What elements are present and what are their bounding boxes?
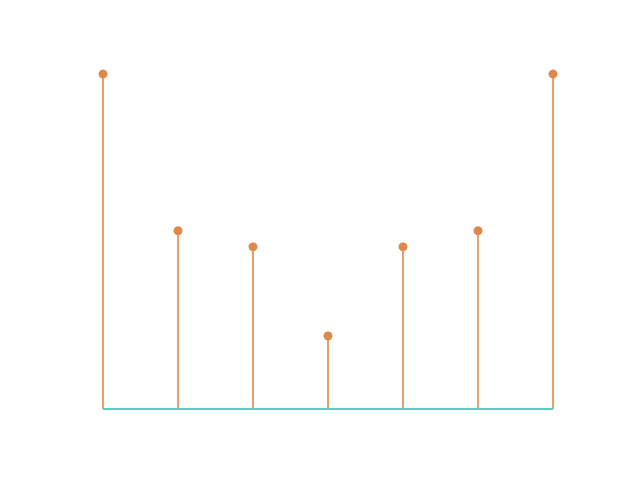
stem-marker-4 (398, 242, 408, 252)
stem-marker-6 (548, 69, 558, 79)
stem-marker-5 (473, 226, 483, 236)
stem-marker-1 (173, 226, 183, 236)
stem-marker-0 (98, 69, 108, 79)
markers-layer (98, 69, 558, 341)
stem-marker-3 (323, 331, 333, 341)
stems-layer (102, 74, 554, 409)
stem-marker-2 (248, 242, 258, 252)
